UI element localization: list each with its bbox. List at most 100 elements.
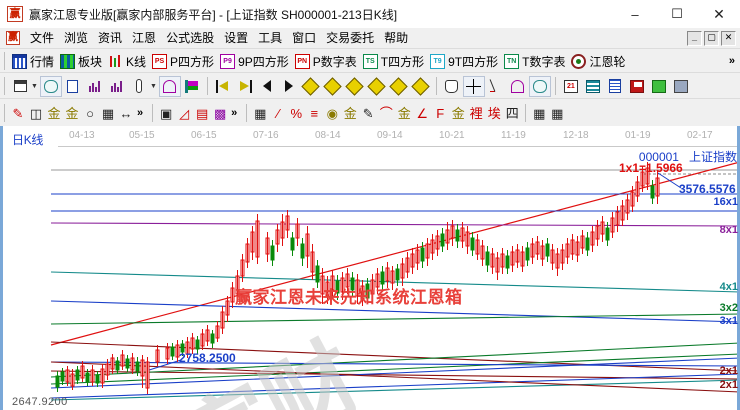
maximize-button[interactable]: ☐	[671, 6, 683, 21]
chart-overlay-icon[interactable]	[39, 75, 62, 97]
dropdown-arrow-icon[interactable]: ▼	[31, 82, 38, 90]
menu-item-gann[interactable]: 江恩	[132, 31, 157, 45]
toolbar-button-gann-wheel[interactable]: 江恩轮	[568, 51, 628, 71]
four-angle-icon[interactable]: 四	[505, 105, 519, 121]
menu-item-help[interactable]: 帮助	[384, 31, 409, 45]
flag-icon[interactable]	[181, 76, 203, 97]
fan-icon[interactable]	[507, 76, 529, 97]
chart-axis-line	[58, 146, 738, 147]
menu-item-browse[interactable]: 浏览	[64, 31, 89, 45]
grid-color2-icon[interactable]: ▦	[551, 105, 564, 121]
gann-grid-icon[interactable]: ▦	[254, 105, 267, 121]
wave9-icon[interactable]	[106, 76, 128, 97]
gold-angle-icon[interactable]: 金	[451, 105, 465, 121]
red-box-icon[interactable]: ▤	[195, 105, 209, 121]
close-button[interactable]: ✕	[713, 5, 725, 22]
drawing-overflow-left-button[interactable]: »	[137, 107, 144, 119]
gold-circle-icon[interactable]: ◉	[326, 105, 338, 121]
first-record-icon[interactable]	[212, 76, 234, 97]
toolbar-label-p9-square: 9P四方形	[238, 54, 289, 69]
candlestick-series	[55, 162, 660, 394]
toolbar-button-p-square[interactable]: PS P四方形	[149, 51, 217, 71]
arc-icon[interactable]: ⌒	[379, 105, 393, 121]
gann-label-4x1: 4x1	[719, 281, 738, 293]
mdi-close-button[interactable]: ✕	[721, 30, 736, 46]
pen-icon[interactable]: ✎	[12, 105, 24, 121]
shaded-box-icon[interactable]: ▩	[213, 105, 227, 121]
step-back-icon[interactable]	[256, 76, 278, 97]
angle-icon[interactable]: ∠	[416, 105, 429, 121]
hand-pan-icon[interactable]	[441, 76, 463, 97]
percent-fan-icon[interactable]: ∕	[277, 105, 280, 121]
drawing-overflow-mid-button[interactable]: »	[231, 107, 238, 119]
calendar-dropdown-icon[interactable]	[9, 76, 31, 97]
save-icon[interactable]	[626, 76, 648, 97]
pattern-icon[interactable]	[158, 75, 181, 97]
gold-fan-icon[interactable]: 金	[397, 105, 411, 121]
menu-item-trade[interactable]: 交易委托	[326, 31, 375, 45]
box-frame-icon[interactable]: ▣	[159, 105, 173, 121]
grid-color-icon[interactable]: ▦	[533, 105, 546, 121]
notes-icon[interactable]	[604, 76, 626, 97]
clipboard-icon[interactable]	[62, 76, 84, 97]
red-fan-icon[interactable]: ◿	[179, 105, 190, 121]
toolbar-button-p-number-table[interactable]: PN P数字表	[292, 51, 360, 71]
calendar21-icon[interactable]: 21	[560, 76, 582, 97]
minimize-button[interactable]: –	[631, 6, 639, 22]
wave3-icon[interactable]	[84, 76, 106, 97]
right-scrollbar[interactable]	[737, 126, 740, 410]
ladder-icon[interactable]: ▦	[101, 105, 115, 121]
step-forward-icon[interactable]	[278, 76, 300, 97]
last-record-icon[interactable]	[234, 76, 256, 97]
menu-item-window[interactable]: 窗口	[292, 31, 317, 45]
gann-label-3x1: 3x1	[719, 315, 738, 327]
ruler-angle-icon[interactable]: 裡	[469, 105, 483, 121]
caliper-icon[interactable]	[128, 76, 150, 97]
diamond-right-icon[interactable]	[322, 76, 344, 97]
f-angle-icon[interactable]: F	[436, 105, 445, 121]
price-label-1x1: 1x1=1.5966	[619, 161, 683, 175]
menu-item-formula[interactable]: 公式选股	[166, 31, 215, 45]
toolbar-overflow-button[interactable]: »	[728, 55, 735, 67]
menu-item-tools[interactable]: 工具	[258, 31, 283, 45]
brain-icon[interactable]	[528, 75, 551, 97]
mdi-restore-button[interactable]: ▢	[704, 30, 719, 46]
toolbar-button-t-square[interactable]: TS T四方形	[360, 51, 427, 71]
diamond-c-icon[interactable]	[410, 76, 432, 97]
mdi-minimize-button[interactable]: _	[687, 30, 702, 46]
percent-icon[interactable]: %	[290, 105, 303, 121]
data-table-icon[interactable]	[582, 76, 604, 97]
menu-item-settings[interactable]: 设置	[224, 31, 249, 45]
diamond-left-icon[interactable]	[300, 76, 322, 97]
menu-item-news[interactable]: 资讯	[98, 31, 123, 45]
menu-item-file[interactable]: 文件	[30, 31, 55, 45]
dropdown-arrow-icon[interactable]: ▼	[149, 82, 157, 90]
toolbar-button-t-number-table[interactable]: TN T数字表	[501, 51, 568, 71]
toolbar-button-t9-square[interactable]: T9 9T四方形	[427, 51, 501, 71]
network-icon[interactable]	[648, 76, 670, 97]
compass-icon[interactable]	[485, 76, 507, 97]
gold-ruler-icon[interactable]: 金	[47, 105, 61, 121]
diamond-b-icon[interactable]	[388, 76, 410, 97]
toolbar-button-p9-square[interactable]: P9 9P四方形	[217, 51, 292, 71]
toolbar-button-sector[interactable]: 板块	[57, 51, 105, 71]
diamond-a-icon[interactable]	[366, 76, 388, 97]
percent-line-icon[interactable]: ≡	[310, 105, 319, 121]
gold-ruler2-icon[interactable]: 金	[65, 105, 79, 121]
red-angle-icon[interactable]: 埃	[487, 105, 501, 121]
grid-lines-icon[interactable]: ◫	[29, 105, 43, 121]
mdi-window-controls: _ ▢ ✕	[687, 30, 740, 46]
chart-panel[interactable]: 日K线 04-13 05-15 06-15 07-16 08-14 09-14 …	[0, 126, 740, 410]
toolbar-button-kline[interactable]: K线	[105, 51, 149, 71]
spiral-icon[interactable]: ○	[86, 105, 94, 121]
app-logo-icon: 赢	[7, 6, 23, 22]
diamond-both-icon[interactable]	[344, 76, 366, 97]
span-icon[interactable]: ↔	[119, 105, 133, 121]
crosshair-icon[interactable]	[462, 75, 485, 97]
toolbar-button-quotes[interactable]: 行情	[9, 51, 57, 71]
pen-level-icon[interactable]: ✎	[362, 105, 374, 121]
print-icon[interactable]	[670, 76, 692, 97]
gold-lines-icon[interactable]: 金	[343, 105, 357, 121]
t9-square-icon: T9	[430, 53, 446, 69]
